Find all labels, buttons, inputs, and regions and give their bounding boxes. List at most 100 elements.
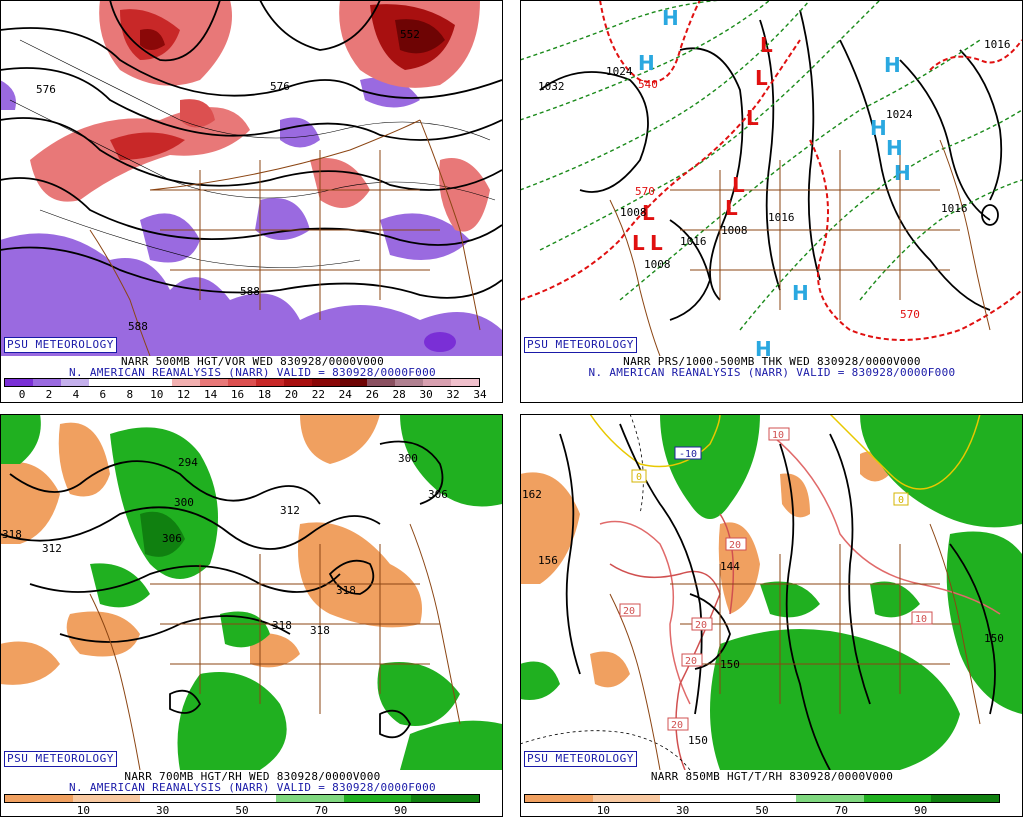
isobar — [799, 9, 821, 281]
panel-frame — [520, 414, 1023, 817]
contour-label: 150 — [688, 734, 708, 747]
colorbar-tick-label: 30 — [419, 388, 433, 401]
colorbar-tick-label: 30 — [676, 804, 690, 817]
colorbar-swatch — [255, 379, 284, 386]
low-pressure-marker: L — [746, 106, 759, 130]
caption-valid: N. AMERICAN REANALYSIS (NARR) VALID = 83… — [69, 781, 436, 794]
contour-label: 150 — [984, 632, 1004, 645]
height-contour — [9, 460, 321, 505]
dry-region — [58, 422, 110, 497]
isobar-label: 1032 — [538, 80, 565, 93]
colorbar-swatch — [411, 795, 480, 802]
dry-region — [590, 651, 630, 688]
colorbar-tick-label: 34 — [473, 388, 487, 401]
map-700mb-rh: 294 300 306 312 318 312 318 318 318 300 … — [0, 414, 502, 770]
psu-meteorology-logo: PSU METEOROLOGY — [4, 751, 117, 767]
state-boundaries — [670, 544, 960, 714]
high-pressure-marker: H — [870, 116, 887, 140]
colorbar-swatch — [343, 795, 412, 802]
contour-label: 162 — [522, 488, 542, 501]
temperature-20c-line — [719, 513, 735, 615]
t850-map-svg: 162 156 144 150 150 150 -10 0 0 10 20 20 — [520, 414, 1022, 770]
contour-label: 312 — [280, 504, 300, 517]
moist-region — [870, 581, 920, 618]
vorticity-low-core — [424, 332, 456, 352]
height-contour — [328, 559, 375, 595]
colorbar-swatch — [660, 795, 729, 802]
dry-region — [298, 522, 422, 628]
moist-region — [140, 511, 185, 557]
temperature-0c-line — [589, 414, 721, 468]
temperature-label-box — [768, 427, 790, 441]
height-contour — [379, 440, 444, 505]
temperature-label: 20 — [671, 720, 683, 731]
low-pressure-marker: L — [725, 196, 738, 220]
temperature-label-box — [681, 653, 703, 667]
temperature-label-box — [911, 611, 933, 625]
colorbar-swatch — [525, 795, 593, 802]
colorbar-tick-label: 30 — [156, 804, 170, 817]
psu-meteorology-logo: PSU METEOROLOGY — [524, 751, 637, 767]
temperature-label: 20 — [729, 540, 741, 551]
vorticity-low-region — [380, 213, 470, 260]
panel-frame — [0, 414, 503, 817]
panel-850mb-t-rh: 162 156 144 150 150 150 -10 0 0 10 20 20 — [520, 414, 1024, 819]
isobar — [839, 39, 991, 311]
caption-title: NARR 500MB HGT/VOR WED 830928/0000V000 — [120, 355, 385, 368]
colorbar-tick-label: 22 — [311, 388, 325, 401]
colorbar-swatch — [931, 795, 1000, 802]
rh-colorbar-ticks: 10 30 50 70 90 — [4, 805, 480, 817]
temperature-label: 10 — [772, 430, 784, 441]
vorticity-high-region — [140, 29, 165, 50]
temperature-label: 0 — [636, 472, 642, 483]
colorbar-tick-label: 10 — [150, 388, 164, 401]
height-contour — [0, 27, 502, 99]
thickness-570-line — [809, 139, 1022, 341]
moist-region — [377, 662, 460, 726]
temperature-label-box — [725, 537, 747, 551]
colorbar-tick-label: 50 — [755, 804, 769, 817]
contour-label: 588 — [128, 320, 148, 333]
isobar-label: 1024 — [886, 108, 913, 121]
colorbar-swatch — [116, 379, 145, 386]
contour-label: 294 — [178, 456, 198, 469]
colorbar-swatch — [451, 379, 479, 386]
colorbar-swatch — [863, 795, 932, 802]
thickness-570-line — [520, 39, 801, 301]
temperature-label-box — [631, 469, 647, 483]
contour-label: 156 — [538, 554, 558, 567]
colorbar-tick-label: 14 — [203, 388, 218, 401]
colorbar-swatch — [728, 795, 796, 802]
colorbar-swatch — [88, 379, 117, 386]
moist-region — [946, 531, 1022, 714]
coastline — [609, 199, 661, 356]
colorbar-tick-label: 0 — [18, 388, 26, 401]
low-pressure-marker: L — [632, 231, 645, 255]
panel-thickness: L L L L L L L L H H H H H H H H 1032 102… — [520, 0, 1024, 405]
colorbar-tick-label: 4 — [72, 388, 80, 401]
temperature-label-box — [619, 603, 641, 617]
caption-title: NARR 850MB HGT/T/RH 830928/0000V000 — [650, 770, 894, 783]
isobar — [959, 49, 1003, 201]
coastline — [939, 139, 991, 331]
thickness-contour — [739, 109, 1022, 331]
height-contour — [169, 689, 202, 714]
isobar-label: 1016 — [941, 202, 968, 215]
contour-label: 318 — [310, 624, 330, 637]
isobar-label: 1016 — [768, 211, 795, 224]
high-pressure-marker: H — [894, 161, 911, 185]
low-pressure-marker: L — [732, 173, 745, 197]
colorbar-tick-label: 70 — [314, 804, 328, 817]
rh-colorbar-ticks: 10 30 50 70 90 — [524, 805, 1000, 817]
thickness-label: 570 — [635, 185, 655, 198]
contour-label: 306 — [162, 532, 182, 545]
panel-700mb-rh: 294 300 306 312 318 312 318 318 318 300 … — [0, 414, 505, 819]
colorbar-tick-label: 90 — [394, 804, 408, 817]
psu-meteorology-logo: PSU METEOROLOGY — [4, 337, 117, 353]
low-pressure-marker: L — [755, 66, 768, 90]
isobar-closed — [981, 204, 999, 226]
dry-region — [780, 473, 810, 518]
temperature-label-box — [674, 446, 702, 460]
height-contour — [29, 565, 341, 593]
thickness-540-line — [599, 0, 701, 83]
